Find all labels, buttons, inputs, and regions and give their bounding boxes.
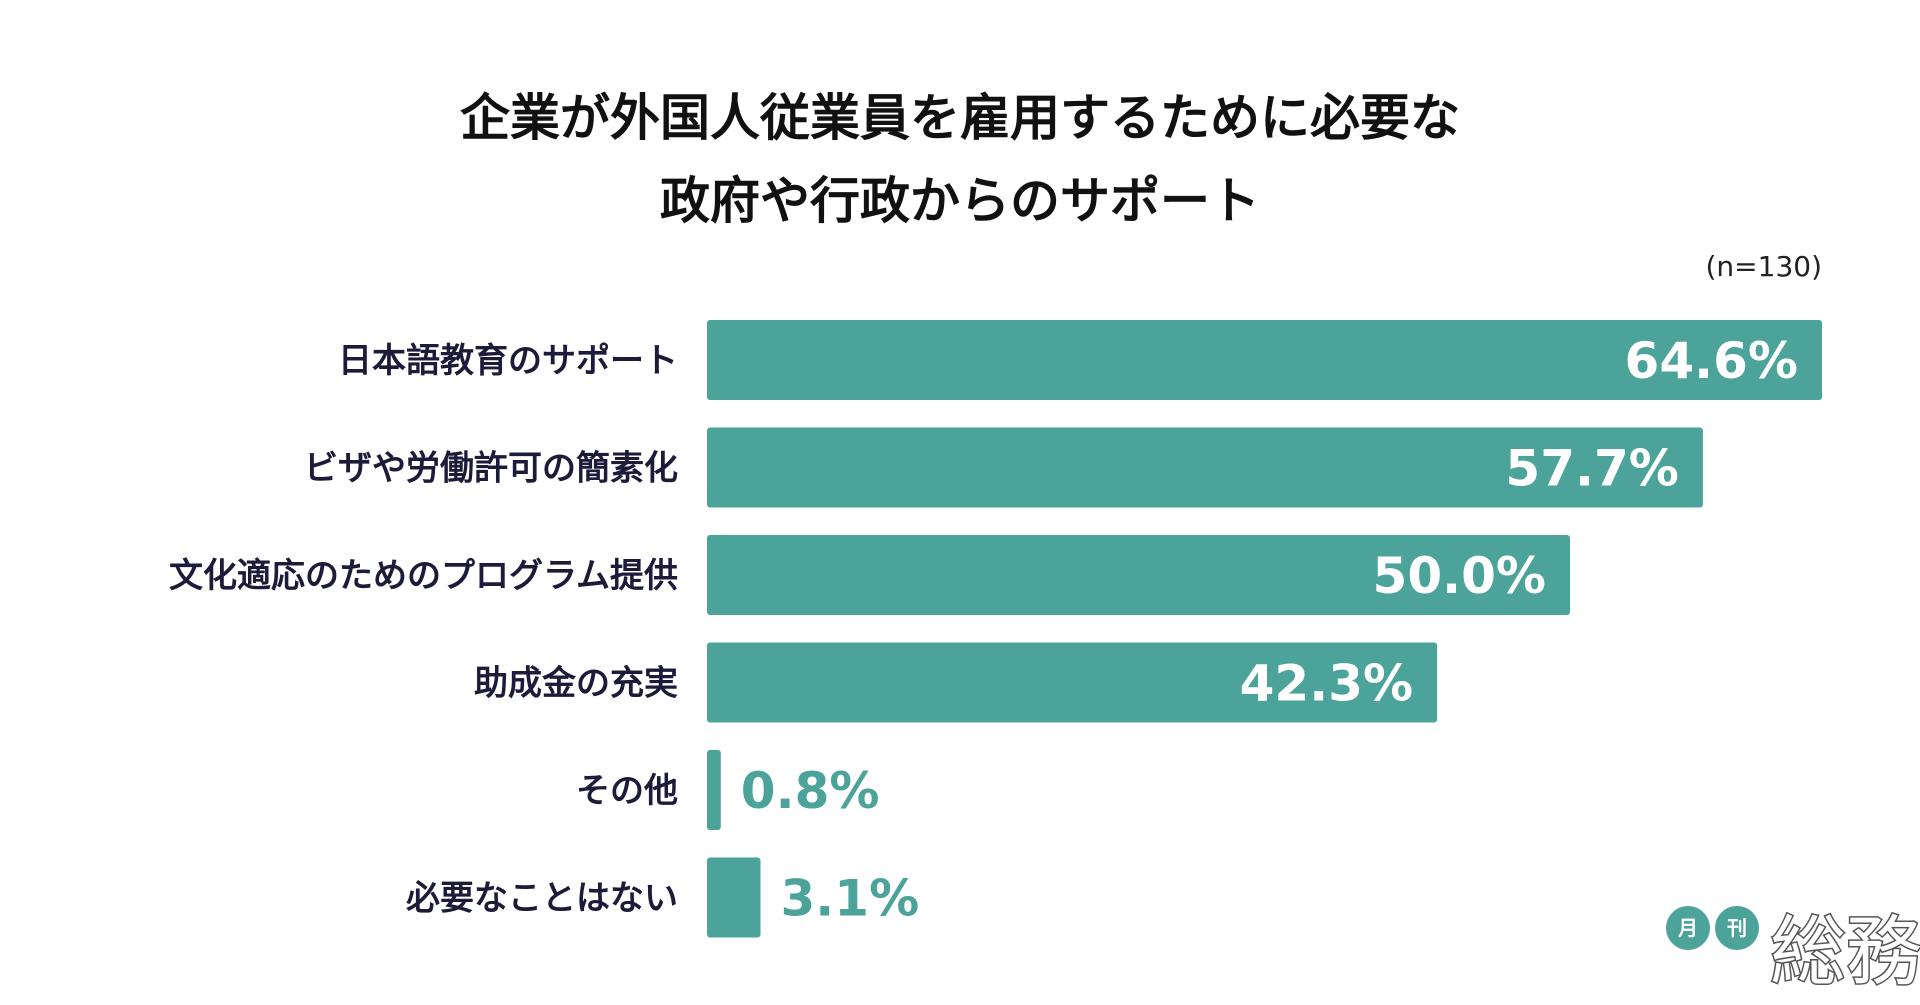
logo-circle-1-text: 月 xyxy=(1677,916,1698,940)
bar xyxy=(707,535,1571,615)
category-label: 日本語教育のサポート xyxy=(338,341,678,381)
sample-size-note: (n=130) xyxy=(1706,250,1823,283)
category-label: ビザや労働許可の簡素化 xyxy=(304,449,678,489)
value-label: 57.7% xyxy=(1505,440,1678,498)
bar xyxy=(707,427,1703,508)
bar xyxy=(707,750,721,830)
value-label: 0.8% xyxy=(741,762,880,820)
value-label: 3.1% xyxy=(781,870,920,928)
logo-circle-2-text: 刊 xyxy=(1727,916,1747,940)
category-label: その他 xyxy=(576,771,678,811)
category-label: 必要なことはない xyxy=(406,879,678,919)
bar xyxy=(707,320,1822,400)
bar xyxy=(707,857,761,938)
logo-main-text: 総務 xyxy=(1770,907,1920,996)
chart-title-line-1: 企業が外国人従業員を雇用するために必要な xyxy=(460,89,1460,147)
logo-circle-2 xyxy=(1715,906,1759,950)
value-label: 42.3% xyxy=(1240,655,1413,713)
category-label: 助成金の充実 xyxy=(474,664,678,704)
category-label: 文化適応のためのプログラム提供 xyxy=(169,556,678,596)
logo: 月 刊 総務 xyxy=(1666,906,1920,998)
value-label: 50.0% xyxy=(1373,547,1546,605)
logo-circle-1 xyxy=(1666,906,1710,950)
chart-title-line-2: 政府や行政からのサポート xyxy=(660,172,1260,230)
value-label: 64.6% xyxy=(1625,332,1798,390)
bar xyxy=(707,642,1438,723)
bars-group: 日本語教育のサポート 64.6% ビザや労働許可の簡素化 57.7% 文化適応のためのプ… xyxy=(169,320,1822,938)
